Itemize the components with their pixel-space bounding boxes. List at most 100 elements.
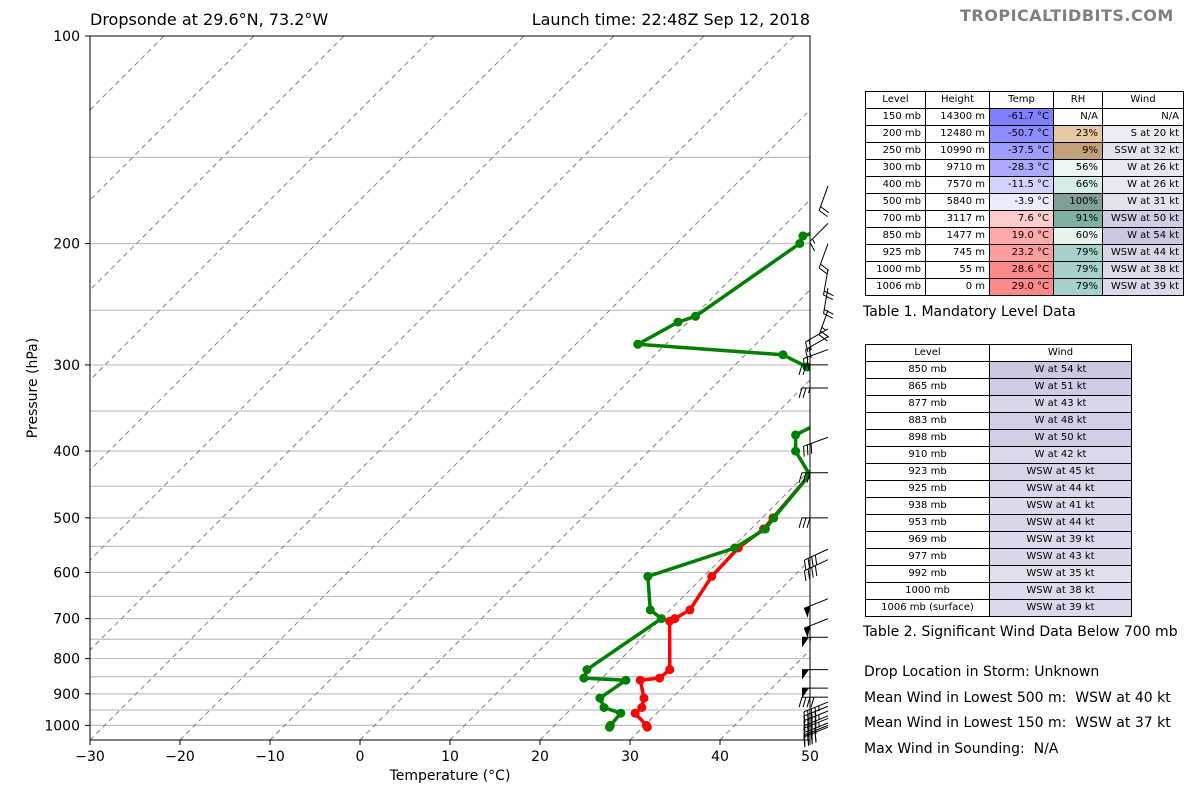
barb-half-feather: [818, 705, 820, 712]
table-row: 1006 mb (surface) WSW at 39 kt: [865, 599, 1132, 617]
level-cell: 250 mb: [865, 142, 926, 160]
wind-cell: SSW at 32 kt: [1102, 142, 1184, 160]
barb-feather: [803, 711, 806, 723]
barb-feather: [805, 341, 809, 353]
barb-feather: [802, 517, 807, 529]
isotherm-line: [719, 649, 810, 740]
y-tick-label: 900: [53, 687, 80, 703]
barb-feather: [820, 263, 830, 271]
table-header-row: Level Wind: [865, 344, 1132, 362]
temperature-point: [685, 605, 695, 615]
table-row: 925 mb 745 m 23.2 °C 79% WSW at 44 kt: [865, 244, 1184, 262]
dewpoint-point: [826, 393, 835, 402]
mean-wind-500m-text: Mean Wind in Lowest 500 m: WSW at 40 kt: [864, 690, 1171, 706]
wind-barb: [803, 548, 829, 571]
barb-feather: [823, 290, 834, 297]
isotherm-line: [629, 559, 810, 740]
barb-feather: [798, 697, 803, 708]
height-cell: 3117 m: [925, 210, 990, 228]
barb-feather: [808, 347, 812, 358]
table-row: 700 mb 3117 m 7.6 °C 91% WSW at 50 kt: [865, 210, 1184, 228]
table-row: 850 mb 1477 m 19.0 °C 60% W at 54 kt: [865, 227, 1184, 245]
wind-cell: WSW at 50 kt: [1102, 210, 1184, 228]
barb-feather: [814, 554, 818, 566]
table-row: 300 mb 9710 m -28.3 °C 56% W at 26 kt: [865, 159, 1184, 177]
barb-feather: [820, 330, 830, 338]
rh-cell: 66%: [1053, 176, 1103, 194]
temp-cell: -37.5 °C: [989, 142, 1054, 160]
dewpoint-point: [633, 339, 643, 349]
dewpoint-point: [855, 384, 860, 393]
temperature-point: [670, 614, 680, 624]
chart-title-location: Dropsonde at 29.6°N, 73.2°W: [90, 10, 329, 29]
x-tick-label: 0: [356, 749, 365, 765]
wind-cell: W at 50 kt: [989, 429, 1132, 447]
chart-series: [579, 231, 860, 732]
rh-cell: 79%: [1053, 278, 1103, 296]
level-cell: 969 mb: [865, 531, 990, 549]
rh-cell: 9%: [1053, 142, 1103, 160]
dewpoint-point: [815, 407, 824, 416]
table-row: 1000 mb 55 m 28.6 °C 79% WSW at 38 kt: [865, 261, 1184, 279]
column-header: Level: [865, 91, 926, 109]
temperature-point: [707, 571, 717, 581]
dewpoint-point: [621, 675, 631, 685]
wind-cell: WSW at 41 kt: [989, 497, 1132, 515]
barb-staff: [803, 436, 829, 447]
barb-feather: [818, 334, 828, 342]
temp-cell: 29.0 °C: [989, 278, 1054, 296]
barb-feather: [808, 339, 812, 351]
wind-barb: [798, 364, 829, 376]
barb-pennant: [802, 637, 809, 648]
wind-barb: [798, 696, 829, 708]
barb-feather: [820, 206, 830, 214]
barb-feather: [814, 707, 817, 718]
rh-cell: 23%: [1053, 125, 1103, 143]
barb-feather: [823, 294, 834, 301]
dewpoint-point: [791, 446, 801, 456]
table-row: 200 mb 12480 m -50.7 °C 23% S at 20 kt: [865, 125, 1184, 143]
dewpoint-point: [595, 693, 605, 703]
temp-cell: -28.3 °C: [989, 159, 1054, 177]
x-tick-label: 20: [531, 749, 549, 765]
table-row: 1000 mb WSW at 38 kt: [865, 582, 1132, 600]
temperature-point: [855, 382, 860, 391]
isotherm-line: [90, 36, 435, 381]
barb-feather: [803, 358, 805, 369]
barb-feather: [806, 517, 811, 529]
height-cell: 9710 m: [925, 159, 990, 177]
x-tick-label: −10: [255, 749, 285, 765]
height-cell: 7570 m: [925, 176, 990, 194]
barb-feather: [803, 446, 805, 457]
temp-cell: -50.7 °C: [989, 125, 1054, 143]
barb-pennant: [803, 625, 811, 638]
wind-cell: WSW at 38 kt: [1102, 261, 1184, 279]
level-cell: 992 mb: [865, 565, 990, 583]
temperature-point: [630, 708, 640, 718]
barb-feather: [810, 697, 815, 708]
wind-barb: [798, 517, 829, 529]
barb-half-feather: [808, 387, 811, 394]
level-cell: 923 mb: [865, 463, 990, 481]
level-cell: 925 mb: [865, 244, 926, 262]
wind-barb: [805, 328, 829, 353]
barb-feather: [798, 517, 803, 529]
barb-feather: [807, 568, 811, 580]
temp-cell: 23.2 °C: [989, 244, 1054, 262]
wind-cell: W at 31 kt: [1102, 193, 1184, 211]
level-cell: 938 mb: [865, 497, 990, 515]
level-cell: 500 mb: [865, 193, 926, 211]
temperature-point: [837, 430, 846, 439]
dewpoint-point: [823, 382, 832, 391]
wind-cell: W at 42 kt: [989, 446, 1132, 464]
barb-staff: [805, 328, 829, 343]
wind-cell: WSW at 39 kt: [1102, 278, 1184, 296]
table-row: 250 mb 10990 m -37.5 °C 9% SSW at 32 kt: [865, 142, 1184, 160]
wind-cell: WSW at 44 kt: [1102, 244, 1184, 262]
table-header-row: Level Height Temp RH Wind: [865, 91, 1184, 109]
level-cell: 877 mb: [865, 395, 990, 413]
temperature-point: [639, 693, 649, 703]
table-row: 938 mb WSW at 41 kt: [865, 497, 1132, 515]
isotherm-line: [90, 36, 705, 651]
wind-barbs: [798, 185, 834, 748]
